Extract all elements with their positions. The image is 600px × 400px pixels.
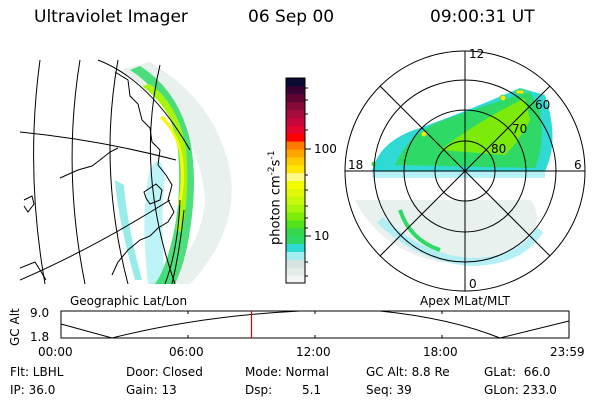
colorbar-swatch xyxy=(286,133,305,142)
colorbar-swatch xyxy=(286,235,305,245)
colorbar-swatch xyxy=(286,275,305,284)
colorbar-swatch xyxy=(286,172,305,181)
colorbar-ticks xyxy=(305,87,311,277)
mlt-label-6: 6 xyxy=(574,158,582,172)
altitude-xtick-1: 06:00 xyxy=(169,345,204,359)
status-seq: Seq: 39 xyxy=(366,383,412,397)
altitude-plot-frame xyxy=(60,310,570,339)
altitude-xtick-3: 18:00 xyxy=(423,345,458,359)
status-door: Door: Closed xyxy=(126,365,203,379)
colorbar-tick-100: 100 xyxy=(314,142,337,156)
colorbar-swatch xyxy=(286,125,305,134)
status-glon: GLon: 233.0 xyxy=(484,383,557,397)
colorbar-frame xyxy=(285,77,306,284)
lat-label-70: 70 xyxy=(512,122,528,136)
colorbar-unit-label: photon cm-2s-1 xyxy=(266,150,284,245)
colorbar-swatch xyxy=(286,78,305,87)
unit-s: s xyxy=(268,159,284,167)
lat-label-80: 80 xyxy=(491,142,507,156)
unit-exp-2: -1 xyxy=(267,150,277,160)
altitude-xtick-2: 12:00 xyxy=(296,345,331,359)
status-gc-alt: GC Alt: 8.8 Re xyxy=(366,365,450,379)
altitude-ytick-max: 9.0 xyxy=(30,306,50,320)
altitude-ylabel: GC Alt xyxy=(8,308,22,346)
status-filter: Flt: LBHL xyxy=(10,365,64,379)
mlt-label-0: 0 xyxy=(469,277,477,291)
colorbar-swatch xyxy=(286,227,305,237)
polar-map-caption: Apex MLat/MLT xyxy=(420,294,510,308)
time-label: 09:00:31 UT xyxy=(430,7,535,27)
colorbar-swatch xyxy=(286,180,305,189)
mlt-label-12: 12 xyxy=(469,47,485,61)
unit-text: photon cm xyxy=(268,175,284,245)
colorbar-swatch xyxy=(286,93,305,103)
geo-coastlines xyxy=(20,71,175,281)
colorbar-swatch xyxy=(286,141,305,150)
altitude-xtick-0: 00:00 xyxy=(38,345,73,359)
colorbar-swatch xyxy=(286,204,305,213)
date-label: 06 Sep 00 xyxy=(248,7,335,27)
colorbar-swatch xyxy=(286,164,305,174)
status-mode: Mode: Normal xyxy=(245,365,329,379)
status-dsp-label: Dsp: xyxy=(245,383,273,397)
colorbar-swatch xyxy=(286,85,305,95)
altitude-ytick-min: 1.8 xyxy=(30,330,50,344)
lat-label-60: 60 xyxy=(535,98,551,112)
status-gain: Gain: 13 xyxy=(126,383,177,397)
colorbar-swatch xyxy=(286,196,305,205)
colorbar-swatch xyxy=(286,148,305,158)
colorbar-swatch xyxy=(286,219,305,229)
status-glat: GLat: 66.0 xyxy=(484,365,551,379)
altitude-x-ticks xyxy=(187,311,443,338)
colorbar-swatch xyxy=(286,267,305,276)
colorbar-swatch xyxy=(286,259,305,268)
mlt-label-18: 18 xyxy=(348,158,364,172)
geo-aurora-image xyxy=(115,62,232,284)
polar-grid xyxy=(344,50,586,292)
colorbar-tick-10: 10 xyxy=(314,229,330,243)
unit-exp-1: -2 xyxy=(267,166,277,176)
colorbar-swatch xyxy=(286,188,305,197)
geo-grid-lines xyxy=(20,59,191,284)
altitude-curve xyxy=(60,310,570,339)
colorbar-swatch xyxy=(286,243,305,252)
colorbar xyxy=(286,78,305,284)
polar-aurora-image xyxy=(355,88,553,267)
colorbar-swatch xyxy=(286,156,305,166)
status-ip: IP: 36.0 xyxy=(10,383,56,397)
colorbar-swatch xyxy=(286,212,305,221)
colorbar-swatch xyxy=(286,251,305,260)
instrument-title: Ultraviolet Imager xyxy=(34,7,188,27)
colorbar-swatch xyxy=(286,109,305,118)
altitude-xtick-4: 23:59 xyxy=(550,345,585,359)
status-dsp-value: 5.1 xyxy=(302,383,322,397)
colorbar-swatch xyxy=(286,117,305,126)
geo-map-caption: Geographic Lat/Lon xyxy=(70,294,188,308)
colorbar-swatch xyxy=(286,101,305,111)
